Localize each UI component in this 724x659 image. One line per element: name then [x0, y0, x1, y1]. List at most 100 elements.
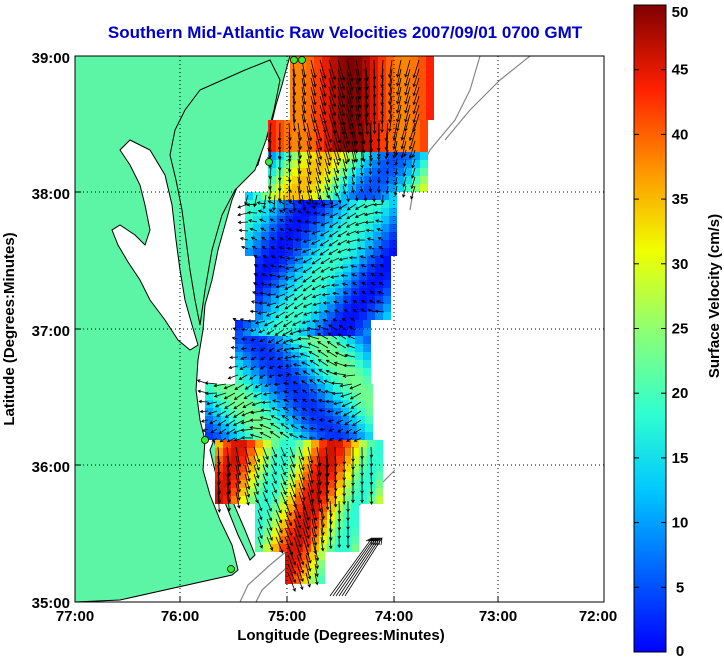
velocity-arrow [237, 212, 249, 217]
velocity-arrow [302, 239, 312, 244]
velocity-cell [339, 368, 347, 376]
velocity-cell [389, 232, 397, 240]
velocity-cell [259, 368, 267, 376]
velocity-arrow [271, 407, 281, 412]
velocity-arrow [346, 77, 354, 100]
velocity-cell [330, 56, 338, 64]
velocity-arrow [309, 426, 317, 431]
velocity-cell [381, 248, 389, 256]
velocity-cell [367, 256, 375, 264]
velocity-cell [253, 232, 261, 240]
velocity-arrow [287, 554, 297, 575]
velocity-arrow [310, 113, 317, 133]
velocity-arrow [302, 257, 313, 264]
velocity-arrow [342, 410, 353, 417]
velocity-cell [418, 104, 426, 112]
velocity-arrow [262, 464, 268, 477]
velocity-cell [303, 256, 311, 264]
velocity-arrow [217, 419, 227, 426]
velocity-arrow [369, 464, 374, 477]
velocity-arrow [412, 77, 420, 97]
velocity-cell [319, 456, 327, 464]
velocity-arrow [326, 350, 338, 358]
velocity-cell [245, 224, 253, 232]
velocity-cell [311, 264, 319, 272]
velocity-cell [299, 328, 307, 336]
velocity-cell [335, 488, 343, 496]
velocity-cell [259, 352, 267, 360]
velocity-cell [303, 312, 311, 320]
velocity-cell [295, 280, 303, 288]
velocity-arrow [233, 401, 245, 410]
velocity-cell [221, 392, 229, 400]
velocity-arrow [339, 383, 353, 388]
velocity-arrow [262, 194, 267, 210]
velocity-cell [295, 304, 303, 312]
velocity-arrow [369, 482, 374, 496]
velocity-cell [362, 56, 370, 64]
velocity-arrow [346, 437, 353, 442]
velocity-arrow [223, 383, 236, 390]
velocity-arrow [311, 266, 322, 274]
velocity-cell [285, 208, 293, 216]
velocity-arrow [249, 418, 263, 422]
velocity-arrow [280, 455, 286, 467]
velocity-arrow [326, 341, 338, 349]
velocity-arrow [306, 140, 313, 160]
velocity-cell [317, 560, 325, 568]
velocity-arrow [351, 185, 355, 194]
velocity-cell [365, 416, 373, 424]
velocity-arrow [267, 338, 275, 344]
velocity-cell [261, 416, 269, 424]
velocity-cell [323, 336, 331, 344]
velocity-arrow [274, 329, 284, 336]
velocity-cell [394, 64, 402, 72]
velocity-cell [316, 176, 324, 184]
velocity-arrow [343, 300, 349, 304]
velocity-arrow [284, 275, 295, 280]
velocity-cell [351, 448, 359, 456]
velocity-cell [319, 464, 327, 472]
velocity-arrow [259, 374, 266, 379]
velocity-cell [251, 368, 259, 376]
velocity-arrow [279, 209, 285, 214]
velocity-cell [301, 568, 309, 576]
velocity-arrow [355, 68, 362, 91]
velocity-cell [300, 176, 308, 184]
velocity-cell [293, 248, 301, 256]
velocity-arrow [278, 200, 285, 205]
velocity-cell [293, 384, 301, 392]
velocity-cell [293, 208, 301, 216]
velocity-cell [323, 360, 331, 368]
velocity-arrow [396, 86, 402, 105]
velocity-cell [298, 88, 306, 96]
velocity-arrow [333, 473, 338, 492]
velocity-cell [375, 440, 383, 448]
velocity-arrow [244, 473, 251, 490]
velocity-cell [383, 256, 391, 264]
velocity-cell [269, 392, 277, 400]
velocity-arrow [366, 237, 375, 241]
velocity-arrow [272, 194, 276, 212]
velocity-arrow [380, 95, 384, 116]
velocity-cell [333, 232, 341, 240]
velocity-arrow [288, 140, 292, 160]
velocity-cell [372, 184, 380, 192]
velocity-cell [277, 248, 285, 256]
velocity-cell [351, 528, 359, 536]
velocity-cell [355, 360, 363, 368]
velocity-cell [319, 488, 327, 496]
velocity-cell [333, 424, 341, 432]
velocity-arrow [253, 464, 260, 479]
velocity-arrow [394, 149, 399, 157]
velocity-arrow [206, 401, 218, 406]
velocity-arrow [310, 369, 320, 376]
velocity-arrow [380, 68, 384, 89]
velocity-cell [261, 232, 269, 240]
velocity-arrow [257, 509, 263, 521]
velocity-arrow [377, 158, 381, 166]
velocity-arrow [241, 245, 249, 250]
velocity-cell [357, 424, 365, 432]
velocity-cell [309, 576, 317, 584]
velocity-cell [293, 216, 301, 224]
